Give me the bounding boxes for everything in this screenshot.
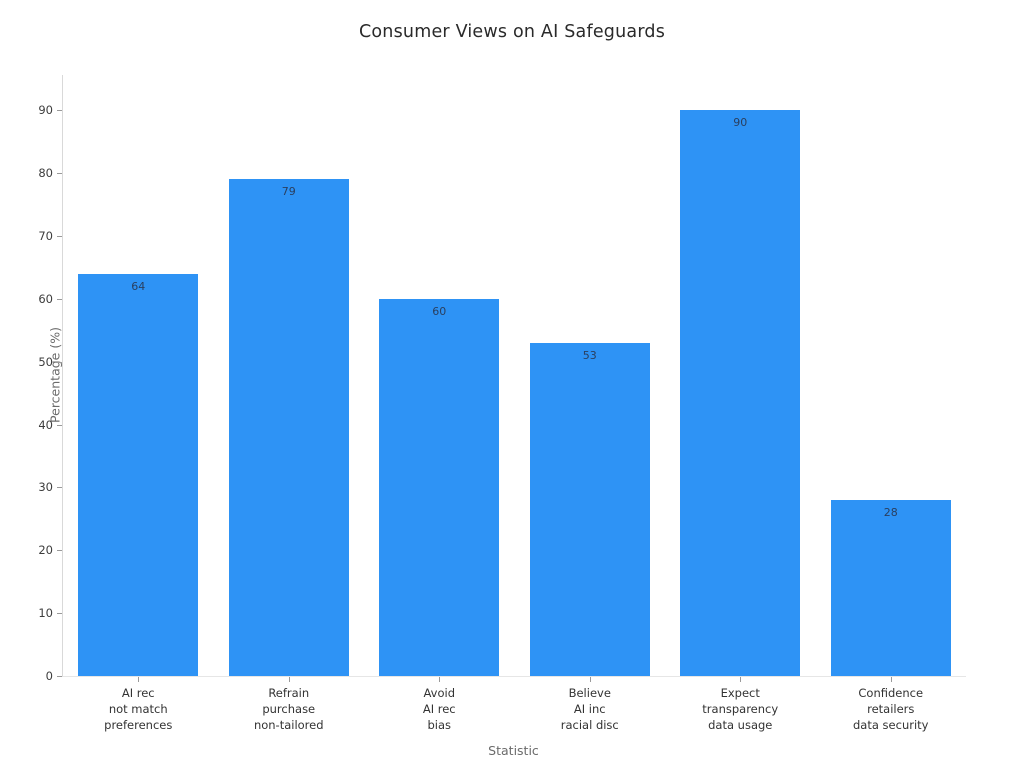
y-tick-label: 70 [38, 228, 53, 243]
x-category-label: Refrain purchase non-tailored [253, 686, 324, 732]
y-tick-mark [57, 550, 62, 552]
y-tick-label: 30 [38, 480, 53, 495]
x-tick-mark [138, 677, 140, 682]
x-category-label: Avoid AI rec bias [422, 686, 456, 732]
bar: 28 [830, 499, 951, 676]
y-tick-label: 60 [38, 291, 53, 306]
x-category-label: AI rec not match preferences [104, 686, 173, 732]
y-tick-mark [57, 487, 62, 489]
bar: 53 [529, 342, 650, 676]
y-tick-label: 10 [38, 606, 53, 621]
x-tick-mark [439, 677, 441, 682]
y-tick-label: 50 [38, 354, 53, 369]
category-band: 64 AI rec not match preferences [63, 75, 214, 732]
x-axis-title: Statistic [488, 743, 539, 758]
bar-value-label: 64 [131, 279, 146, 293]
bar: 79 [228, 179, 349, 676]
category-band: 90 Expect transparency data usage [665, 75, 816, 732]
x-category-label: Believe AI inc racial disc [560, 686, 619, 732]
y-tick-label: 40 [38, 417, 53, 432]
y-tick-mark [57, 424, 62, 426]
y-tick-mark [57, 361, 62, 363]
bar-value-label: 79 [281, 185, 296, 199]
category-band: 79 Refrain purchase non-tailored [214, 75, 365, 732]
category-band: 60 Avoid AI rec bias [364, 75, 515, 732]
bar: 60 [379, 298, 500, 676]
bar: 64 [78, 273, 199, 676]
x-tick-mark [890, 677, 892, 682]
x-category-label: Confidence retailers data security [853, 686, 929, 732]
y-tick-label: 20 [38, 543, 53, 558]
y-tick-mark [57, 110, 62, 112]
bars-container: 64 AI rec not match preferences 79 Refrain … [63, 75, 967, 732]
y-tick-mark [57, 235, 62, 237]
bar-value-label: 60 [432, 304, 447, 318]
chart-title: Consumer Views on AI Safeguards [358, 22, 666, 42]
y-tick-mark [57, 613, 62, 615]
y-tick-mark [57, 298, 62, 300]
x-tick-mark [589, 677, 591, 682]
y-tick-mark [57, 676, 62, 677]
bar-value-label: 53 [582, 348, 597, 362]
bar: 90 [680, 110, 801, 676]
y-tick-label: 0 [45, 669, 53, 683]
category-band: 53 Believe AI inc racial disc [515, 75, 666, 732]
bar-value-label: 90 [733, 116, 748, 130]
y-tick-label: 90 [38, 103, 53, 118]
x-tick-mark [288, 677, 290, 682]
y-tick-label: 80 [38, 166, 53, 181]
bar-value-label: 28 [883, 505, 898, 519]
x-category-label: Expect transparency data usage [702, 686, 779, 732]
y-tick-mark [57, 173, 62, 175]
y-axis-title: Percentage (%) [47, 327, 63, 423]
x-tick-mark [740, 677, 742, 682]
category-band: 28 Confidence retailers data security [816, 75, 967, 732]
plot-area: 0 10 20 30 40 50 60 70 80 90 64 AI rec not match p… [38, 75, 967, 732]
